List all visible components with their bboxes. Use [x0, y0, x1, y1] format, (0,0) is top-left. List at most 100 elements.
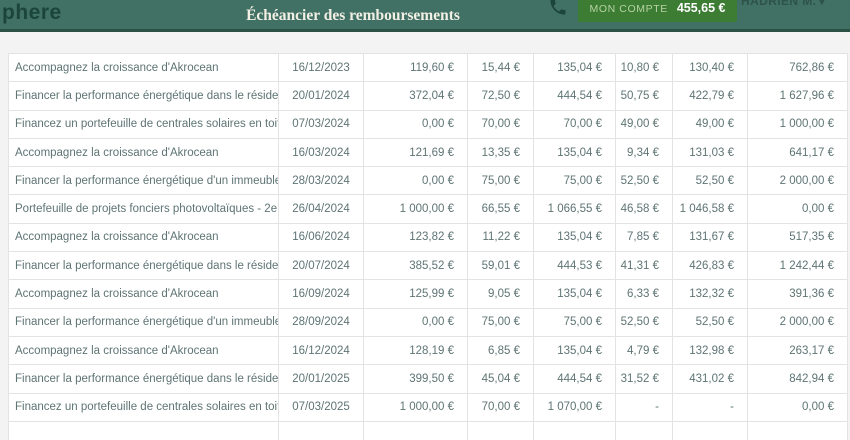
- amount-cell: 72,50 €: [467, 81, 534, 111]
- amount-cell: 0,00 €: [747, 392, 848, 422]
- date-cell: 16/12/2024: [278, 335, 364, 366]
- phone-icon[interactable]: [548, 0, 568, 17]
- project-cell[interactable]: [8, 420, 279, 440]
- project-cell[interactable]: Financer la performance énergétique d'un…: [8, 166, 279, 196]
- user-menu[interactable]: HADRIEN M. ▾: [741, 0, 825, 8]
- table-row: Financez un portefeuille de centrales so…: [8, 109, 848, 139]
- project-cell[interactable]: Accompagnez la croissance d'Akrocean: [8, 335, 279, 366]
- my-account-button[interactable]: MON COMPTE 455,65 €: [578, 0, 737, 22]
- amount-cell: [533, 420, 616, 440]
- amount-cell: 1 242,44 €: [747, 251, 848, 281]
- amount-cell: 135,04 €: [533, 222, 616, 253]
- amount-cell: 0,00 €: [363, 307, 468, 337]
- amount-cell: 41,31 €: [615, 251, 673, 281]
- amount-cell: 4,79 €: [615, 335, 673, 366]
- amount-cell: 131,67 €: [672, 222, 748, 253]
- amount-cell: [672, 420, 748, 440]
- project-cell[interactable]: Accompagnez la croissance d'Akrocean: [8, 137, 279, 168]
- amount-cell: 70,00 €: [467, 392, 534, 422]
- amount-cell: 399,50 €: [363, 364, 468, 394]
- amount-cell: 426,83 €: [672, 251, 748, 281]
- date-cell: 20/01/2024: [278, 81, 364, 111]
- date-cell: 16/09/2024: [278, 279, 364, 309]
- amount-cell: 46,58 €: [615, 194, 673, 224]
- project-cell[interactable]: Financer la performance énergétique dans…: [8, 364, 279, 394]
- table-row: Financer la performance énergétique dans…: [8, 81, 848, 111]
- amount-cell: 1 627,96 €: [747, 81, 848, 111]
- project-cell[interactable]: Accompagnez la croissance d'Akrocean: [8, 52, 279, 83]
- date-cell: 28/09/2024: [278, 307, 364, 337]
- amount-cell: 135,04 €: [533, 279, 616, 309]
- date-cell: 07/03/2024: [278, 109, 364, 139]
- amount-cell: 13,35 €: [467, 137, 534, 168]
- amount-cell: 132,32 €: [672, 279, 748, 309]
- table-row: Financer la performance énergétique d'un…: [8, 307, 848, 337]
- amount-cell: 135,04 €: [533, 52, 616, 83]
- amount-cell: 431,02 €: [672, 364, 748, 394]
- amount-cell: 444,54 €: [533, 81, 616, 111]
- table-row: Accompagnez la croissance d'Akrocean 16/…: [8, 335, 848, 366]
- site-logo[interactable]: phere: [2, 1, 62, 24]
- table-row: Accompagnez la croissance d'Akrocean 16/…: [8, 137, 848, 168]
- amount-cell: 70,00 €: [533, 109, 616, 139]
- date-cell: 28/03/2024: [278, 166, 364, 196]
- amount-cell: 75,00 €: [467, 307, 534, 337]
- project-cell[interactable]: Portefeuille de projets fonciers photovo…: [8, 194, 279, 224]
- date-cell: 16/03/2024: [278, 137, 364, 168]
- amount-cell: 0,00 €: [747, 194, 848, 224]
- amount-cell: 0,00 €: [363, 109, 468, 139]
- repayment-schedule: Accompagnez la croissance d'Akrocean 16/…: [0, 32, 850, 440]
- amount-cell: 70,00 €: [467, 109, 534, 139]
- amount-cell: 9,05 €: [467, 279, 534, 309]
- amount-cell: 135,04 €: [533, 137, 616, 168]
- amount-cell: 75,00 €: [533, 166, 616, 196]
- amount-cell: 31,52 €: [615, 364, 673, 394]
- amount-cell: 391,36 €: [747, 279, 848, 309]
- amount-cell: 125,99 €: [363, 279, 468, 309]
- date-cell: 16/12/2023: [278, 52, 364, 83]
- amount-cell: 263,17 €: [747, 335, 848, 366]
- amount-cell: 52,50 €: [672, 166, 748, 196]
- amount-cell: 131,03 €: [672, 137, 748, 168]
- amount-cell: 372,04 €: [363, 81, 468, 111]
- project-cell[interactable]: Financez un portefeuille de centrales so…: [8, 392, 279, 422]
- amount-cell: 1 066,55 €: [533, 194, 616, 224]
- amount-cell: 0,00 €: [363, 166, 468, 196]
- table-row: Accompagnez la croissance d'Akrocean 16/…: [8, 222, 848, 253]
- project-cell[interactable]: Financer la performance énergétique dans…: [8, 81, 279, 111]
- amount-cell: 49,00 €: [615, 109, 673, 139]
- user-name: HADRIEN M.: [741, 0, 817, 8]
- amount-cell: -: [672, 392, 748, 422]
- amount-cell: 444,54 €: [533, 364, 616, 394]
- amount-cell: 59,01 €: [467, 251, 534, 281]
- repayments-table: Accompagnez la croissance d'Akrocean 16/…: [8, 52, 848, 440]
- amount-cell: 132,98 €: [672, 335, 748, 366]
- top-navbar: phere Échéancier des remboursements MON …: [0, 0, 850, 32]
- amount-cell: 45,04 €: [467, 364, 534, 394]
- project-cell[interactable]: Financer la performance énergétique dans…: [8, 251, 279, 281]
- amount-cell: 75,00 €: [467, 166, 534, 196]
- amount-cell: 49,00 €: [672, 109, 748, 139]
- project-cell[interactable]: Accompagnez la croissance d'Akrocean: [8, 222, 279, 253]
- date-cell: 20/07/2024: [278, 251, 364, 281]
- table-row: Portefeuille de projets fonciers photovo…: [8, 194, 848, 224]
- amount-cell: 128,19 €: [363, 335, 468, 366]
- amount-cell: 385,52 €: [363, 251, 468, 281]
- project-cell[interactable]: Financer la performance énergétique d'un…: [8, 307, 279, 337]
- table-row: Financez un portefeuille de centrales so…: [8, 392, 848, 422]
- page-title: Échéancier des remboursements: [246, 7, 460, 24]
- date-cell: 26/04/2024: [278, 194, 364, 224]
- amount-cell: 2 000,00 €: [747, 307, 848, 337]
- date-cell: 07/03/2025: [278, 392, 364, 422]
- amount-cell: 2 000,00 €: [747, 166, 848, 196]
- chevron-down-icon: ▾: [819, 0, 825, 8]
- amount-cell: 422,79 €: [672, 81, 748, 111]
- my-account-label: MON COMPTE: [589, 3, 668, 15]
- project-cell[interactable]: Financez un portefeuille de centrales so…: [8, 109, 279, 139]
- amount-cell: [615, 420, 673, 440]
- amount-cell: 6,85 €: [467, 335, 534, 366]
- project-cell[interactable]: Accompagnez la croissance d'Akrocean: [8, 279, 279, 309]
- amount-cell: [363, 420, 468, 440]
- amount-cell: 130,40 €: [672, 52, 748, 83]
- amount-cell: 15,44 €: [467, 52, 534, 83]
